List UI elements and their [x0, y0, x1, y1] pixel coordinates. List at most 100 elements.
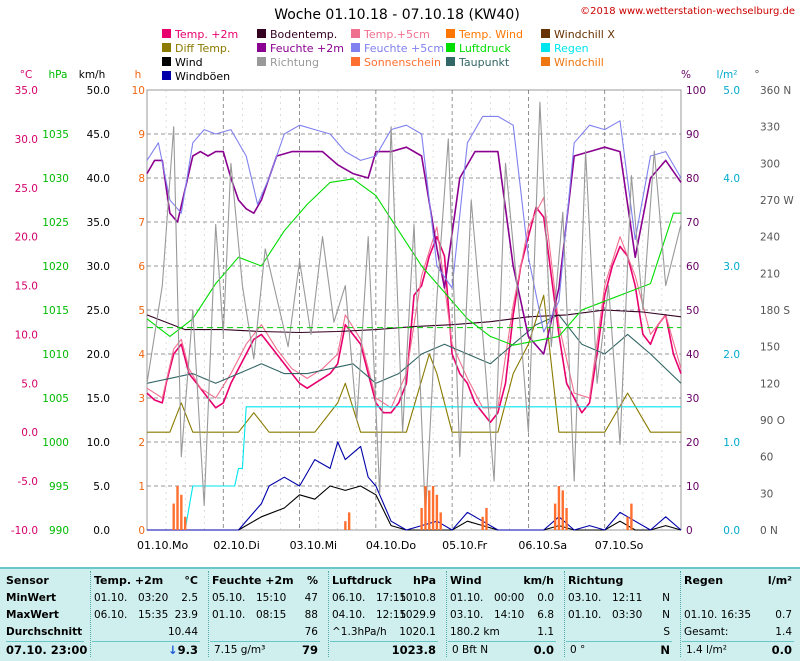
wind-tick-label: 25.0 — [87, 305, 110, 317]
x-day-label: 02.10. — [213, 539, 248, 552]
legend-label: Windchill X — [554, 28, 615, 41]
legend-swatch — [257, 29, 266, 38]
legend-swatch — [257, 43, 266, 52]
humidity-tick-label: 40 — [686, 349, 699, 361]
sensor-header: Sensor — [6, 574, 49, 587]
legend-swatch — [351, 57, 360, 66]
temp-max-date: 06.10. — [94, 609, 128, 621]
temp-tick-label: 25.0 — [15, 183, 38, 195]
weather-chart: 35.030.025.020.015.010.05.00.0-5.0-10.01… — [11, 6, 795, 552]
temp-tick-label: 30.0 — [15, 134, 38, 146]
current-timestamp: 07.10. 23:00 — [6, 643, 88, 657]
legend-swatch — [351, 43, 360, 52]
direction-tick-label: 0 N — [760, 525, 778, 537]
max-label: MaxWert — [6, 609, 59, 621]
rain-header: Regen — [684, 574, 724, 587]
wind-beaufort: 0 Bft N — [452, 644, 489, 656]
sunshine-bar — [420, 508, 423, 530]
x-day-label: 06.10. — [518, 539, 553, 552]
humidity-line — [146, 146, 682, 355]
legend-swatch — [541, 43, 550, 52]
rain-tick-label: 4.0 — [723, 173, 740, 185]
direction-unit-label: ° — [754, 69, 759, 81]
direction-tick-label: 270 W — [760, 195, 794, 207]
temp-tick-label: 5.0 — [21, 378, 38, 390]
temp-min-value: 2.5 — [181, 592, 198, 604]
humidity-tick-label: 60 — [686, 261, 699, 273]
temp-min-time: 03:20 — [138, 592, 169, 604]
rain-total-value: 1.4 — [775, 626, 792, 638]
chart-axes: 35.030.025.020.015.010.05.00.0-5.0-10.01… — [11, 69, 795, 552]
copyright-link[interactable]: ©2018 www.wetterstation-wechselburg.de — [580, 6, 795, 17]
sun-tick-label: 2 — [138, 437, 145, 449]
chart-title: Woche 01.10.18 - 07.10.18 (KW40) — [274, 7, 520, 23]
sun-tick-label: 6 — [138, 261, 145, 273]
sunshine-bar — [485, 508, 488, 530]
rain-total-label: Gesamt: — [684, 626, 729, 638]
x-day-label: 07.10. — [595, 539, 630, 552]
legend-swatch — [541, 29, 550, 38]
rain-today: 1.4 l/m² — [686, 644, 727, 656]
wind-distance: 180.2 km — [450, 626, 500, 638]
hum-current-value: 79 — [301, 643, 318, 657]
temp-tick-label: 20.0 — [15, 232, 38, 244]
temp5cm-line — [146, 197, 682, 409]
sunshine-bar — [176, 486, 179, 530]
x-day-label: 04.10. — [366, 539, 401, 552]
hum-min-value: 47 — [304, 592, 318, 604]
temp-min-date: 01.10. — [94, 592, 128, 604]
legend-label: Bodentemp. — [270, 28, 337, 41]
wind-current-value: 0.0 — [533, 643, 554, 657]
temp-max-time: 15:35 — [138, 609, 169, 621]
sunshine-bar — [561, 490, 564, 530]
pressure-header: Luftdruck — [332, 574, 392, 587]
wind-header: Wind — [450, 574, 482, 587]
legend-label: Luftdruck — [459, 42, 511, 55]
pressure-tick-label: 1035 — [42, 129, 69, 141]
sunshine-bar — [431, 486, 435, 530]
temp-unit-label: °C — [20, 69, 33, 81]
x-weekday-label: Di — [248, 539, 260, 552]
rain-max-value: 0.7 — [775, 609, 792, 621]
rain-unit: l/m² — [767, 574, 792, 587]
press-max-date: 04.10. — [332, 609, 366, 621]
press-min-time: 17:15 — [376, 592, 407, 604]
rain-tick-label: 1.0 — [723, 437, 740, 449]
pressure-tick-label: 990 — [49, 525, 69, 537]
sunshine-bar — [565, 508, 568, 530]
pressure-tick-label: 1005 — [42, 393, 69, 405]
sunshine-bar — [180, 494, 183, 530]
statistics-table: Sensor MinWert MaxWert Durchschnitt 07.1… — [0, 567, 800, 661]
sun-tick-label: 5 — [138, 305, 145, 317]
min-label: MinWert — [6, 592, 57, 604]
x-weekday-label: So — [630, 539, 644, 552]
dir-degrees: 0 ° — [570, 644, 586, 656]
sunshine-bar — [183, 516, 187, 530]
wind-max-value: 6.8 — [537, 609, 554, 621]
sunshine-bar — [424, 486, 427, 530]
wind-column: Wind km/h 01.10. 00:00 0.0 03.10. 14:10 6.8 1… — [446, 569, 556, 661]
direction-tick-label: 120 — [760, 378, 780, 390]
sunshine-bar — [481, 516, 484, 530]
press-min-value: 1010.8 — [399, 592, 436, 604]
dir-max-date: 01.10. — [568, 609, 602, 621]
hum-avg-value: 76 — [304, 626, 318, 638]
rain-tick-label: 5.0 — [723, 85, 740, 97]
humidity-tick-label: 50 — [686, 305, 699, 317]
legend-swatch — [162, 43, 171, 52]
direction-tick-label: 30 — [760, 488, 773, 500]
wind-tick-label: 30.0 — [87, 261, 110, 273]
temp-tick-label: 35.0 — [15, 85, 38, 97]
x-weekday-label: Fr — [477, 539, 488, 552]
pressure-tick-label: 1025 — [42, 217, 69, 229]
x-weekday-label: Mo — [172, 539, 188, 552]
legend-label: Sonnenschein — [364, 56, 441, 69]
legend-label: Richtung — [270, 56, 319, 69]
press-avg-value: 1020.1 — [399, 626, 436, 638]
wind-tick-label: 35.0 — [87, 217, 110, 229]
legend-label: Taupunkt — [458, 56, 510, 69]
legend-swatch — [162, 57, 171, 66]
temp-column: Temp. +2m °C 01.10. 03:20 2.5 06.10. 15:35 23… — [90, 569, 200, 661]
legend-swatch — [446, 29, 455, 38]
